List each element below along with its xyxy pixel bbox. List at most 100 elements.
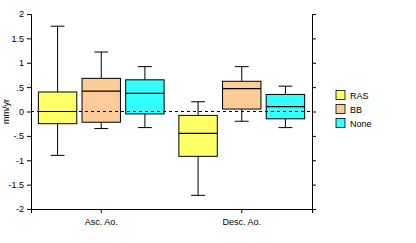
median xyxy=(179,133,217,134)
whisker-lower xyxy=(101,122,102,128)
whisker-cap-upper xyxy=(235,66,249,67)
y-tick-mark-right xyxy=(312,112,316,113)
y-tick-mark xyxy=(27,136,31,137)
x-axis: Asc. Ao. Desc. Ao. xyxy=(32,209,313,227)
y-tick-mark xyxy=(27,112,31,113)
median xyxy=(266,106,304,107)
y-tick-right xyxy=(312,185,316,186)
x-tick-label: Asc. Ao. xyxy=(85,217,118,227)
y-tick: 1.5 xyxy=(11,34,31,44)
y-tick-mark-right xyxy=(312,185,316,186)
median xyxy=(126,93,164,94)
y-tick-mark-right xyxy=(312,160,316,161)
whisker-lower xyxy=(285,119,286,128)
legend-label: None xyxy=(350,119,372,129)
box xyxy=(223,67,261,122)
x-tick-mark xyxy=(101,209,102,213)
whisker-upper xyxy=(241,67,242,82)
box xyxy=(179,102,217,196)
y-axis: -2 -1.5 -1 -.5 0 .5 1 1.5 2 xyxy=(8,9,31,214)
x-axis-line xyxy=(32,210,313,214)
y-tick-right xyxy=(312,63,316,64)
whisker-lower xyxy=(198,156,199,195)
y-tick-mark xyxy=(27,38,31,39)
y-tick-right xyxy=(312,87,316,88)
y-tick-mark-right xyxy=(312,14,316,15)
reference-line xyxy=(31,111,312,112)
box xyxy=(266,86,304,127)
y-tick-right xyxy=(312,14,316,15)
box-iqr xyxy=(82,78,120,122)
y-tick-right xyxy=(312,160,316,161)
y-tick-mark xyxy=(27,14,31,15)
y-tick-label: .5 xyxy=(16,83,24,93)
box-iqr xyxy=(38,92,76,124)
y-tick-mark xyxy=(27,209,31,210)
y-tick: -1 xyxy=(16,156,31,166)
y-tick: 2 xyxy=(19,9,31,19)
y-tick: 0 xyxy=(19,107,31,117)
whisker-upper xyxy=(198,102,199,116)
chart-container: -2 -1.5 -1 -.5 0 .5 1 1.5 2 Asc. Ao. Desc. Ao. mm/y… xyxy=(0,0,416,243)
y-tick-label: 2 xyxy=(19,9,24,19)
y-tick-label: -1 xyxy=(16,156,24,166)
y-tick-label: 1.5 xyxy=(11,34,24,44)
y-tick-label: -.5 xyxy=(13,131,24,141)
y-tick-mark-right xyxy=(312,38,316,39)
legend-label: BB xyxy=(350,105,362,115)
whisker-lower xyxy=(57,124,58,156)
whisker-upper xyxy=(285,86,286,94)
box-iqr xyxy=(126,80,164,114)
whisker-lower xyxy=(144,114,145,128)
y-axis-right-line xyxy=(313,15,317,210)
legend-swatch xyxy=(336,119,345,128)
x-tick: Desc. Ao. xyxy=(222,209,261,227)
y-tick-mark xyxy=(27,87,31,88)
legend-swatch xyxy=(336,91,345,100)
box-iqr xyxy=(266,94,304,118)
whisker-upper xyxy=(101,52,102,78)
box-iqr xyxy=(223,81,261,109)
y-tick: -.5 xyxy=(13,131,31,141)
whisker-upper xyxy=(57,26,58,92)
y-tick-mark-right xyxy=(312,87,316,88)
median xyxy=(82,90,120,91)
x-tick-mark xyxy=(241,209,242,213)
box xyxy=(126,67,164,128)
y-tick: 1 xyxy=(19,58,31,68)
y-tick-mark-right xyxy=(312,63,316,64)
y-axis-right xyxy=(312,15,316,210)
whisker-cap-upper xyxy=(279,86,293,87)
y-tick-mark xyxy=(27,185,31,186)
chart: -2 -1.5 -1 -.5 0 .5 1 1.5 2 Asc. Ao. Desc. Ao. mm/y… xyxy=(0,0,416,243)
y-tick-right xyxy=(312,38,316,39)
y-tick: -1.5 xyxy=(8,180,31,190)
plot-area xyxy=(31,26,312,195)
whisker-cap-lower xyxy=(94,128,108,129)
y-tick: .5 xyxy=(16,83,31,93)
legend-swatch xyxy=(336,105,345,114)
x-tick-label: Desc. Ao. xyxy=(222,217,261,227)
whisker-cap-upper xyxy=(51,26,65,27)
box xyxy=(38,26,76,155)
legend: RAS BB None xyxy=(336,91,372,129)
whisker-cap-upper xyxy=(94,52,108,53)
median xyxy=(223,88,261,89)
whisker-cap-upper xyxy=(191,101,205,102)
y-tick-label: -2 xyxy=(16,204,24,214)
y-tick-right xyxy=(312,112,316,113)
box xyxy=(82,52,120,129)
whisker-cap-lower xyxy=(138,127,152,128)
y-tick-mark xyxy=(27,63,31,64)
y-tick-right xyxy=(312,136,316,137)
legend-label: RAS xyxy=(350,91,369,101)
y-tick-mark-right xyxy=(312,136,316,137)
x-tick: Asc. Ao. xyxy=(85,209,118,227)
box-iqr xyxy=(179,115,217,156)
whisker-cap-lower xyxy=(279,127,293,128)
whisker-cap-upper xyxy=(138,66,152,67)
y-axis-title: mm/yr xyxy=(1,99,11,124)
whisker-upper xyxy=(144,67,145,80)
y-tick-mark xyxy=(27,160,31,161)
whisker-lower xyxy=(241,109,242,121)
